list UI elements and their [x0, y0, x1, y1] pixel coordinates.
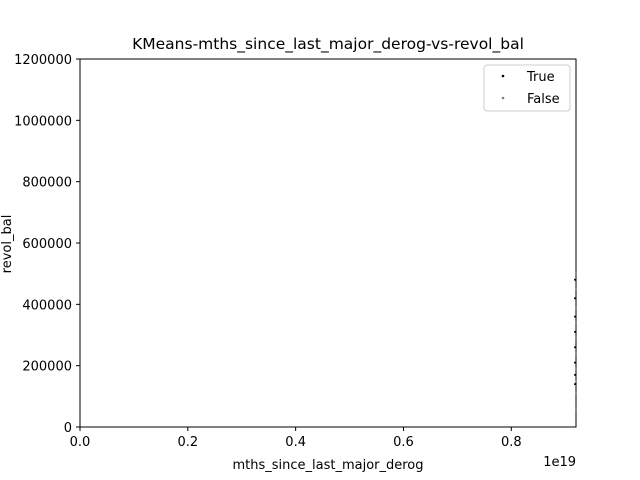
x-tick-label: 0.6 [393, 435, 414, 450]
x-tick-label: 0.8 [501, 435, 522, 450]
legend-label-false: False [527, 92, 560, 107]
data-point-false [575, 272, 577, 275]
data-point-true [574, 383, 576, 386]
data-point-true [574, 330, 576, 333]
y-tick-label: 1200000 [14, 53, 72, 68]
y-tick-label: 800000 [22, 176, 72, 191]
data-point-true [574, 315, 576, 318]
x-tick-label: 0.4 [285, 435, 306, 450]
data-point-false [575, 367, 577, 370]
legend-label-true: True [526, 70, 555, 85]
x-axis: 0.0 0.2 0.4 0.6 0.8 [70, 427, 522, 450]
data-point-true [574, 297, 576, 300]
data-point-false [575, 306, 577, 309]
data-point-true [574, 361, 576, 364]
x-axis-label: mths_since_last_major_derog [232, 458, 423, 473]
legend: True False [483, 64, 571, 112]
y-tick-label: 200000 [22, 360, 72, 375]
legend-marker-false [501, 96, 505, 100]
plot-area [79, 58, 577, 428]
x-tick-label: 0.2 [177, 435, 198, 450]
data-point-false [575, 352, 577, 355]
data-point-false [575, 407, 577, 410]
legend-marker-true [501, 74, 505, 78]
y-axis: 0 200000 400000 600000 800000 1000000 1200000 [14, 53, 80, 436]
data-point-true [574, 346, 576, 349]
data-point-false [575, 288, 577, 290]
x-axis-offset-label: 1e19 [543, 455, 576, 470]
data-point-false [575, 380, 577, 382]
y-tick-label: 1000000 [14, 114, 72, 129]
y-tick-label: 600000 [22, 237, 72, 252]
data-point-true [574, 278, 576, 281]
x-tick-label: 0.0 [70, 435, 91, 450]
data-point-false [575, 321, 577, 324]
y-tick-label: 0 [64, 421, 72, 436]
data-point-false [575, 392, 577, 395]
plot-frame [79, 58, 577, 428]
chart-title: KMeans-mths_since_last_major_derog-vs-re… [132, 35, 524, 54]
data-point-false [575, 337, 577, 340]
y-axis-label: revol_bal [0, 215, 15, 274]
data-point-true [574, 373, 576, 376]
y-tick-label: 400000 [22, 298, 72, 313]
legend-box [483, 64, 571, 112]
